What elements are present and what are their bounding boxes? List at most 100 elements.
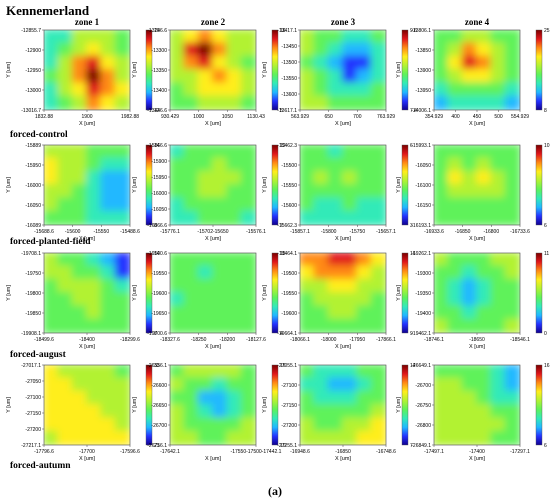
heatmap-cell <box>44 430 60 445</box>
y-tick-label: -15900 <box>151 159 167 165</box>
heatmap-panel <box>298 29 409 112</box>
heatmap-cell <box>461 278 478 294</box>
y-tick-label: -27150 <box>25 411 41 417</box>
heatmap-cell <box>313 404 330 420</box>
heatmap-cell <box>504 305 520 321</box>
heatmap-cell <box>197 184 214 200</box>
heatmap-cell <box>86 377 103 393</box>
heatmap-cell <box>197 305 214 321</box>
heatmap-cell <box>504 278 520 294</box>
y-tick-label: -19664.1 <box>277 331 297 337</box>
colorbar <box>535 364 543 446</box>
heatmap-cell <box>356 430 373 445</box>
heatmap-cell <box>476 265 493 281</box>
heatmap-cell <box>356 265 373 281</box>
heatmap-cell <box>490 157 507 173</box>
y-tick-label: -19300 <box>415 271 431 277</box>
heatmap-cell <box>71 377 88 393</box>
heatmap-cell <box>300 404 316 420</box>
colorbar <box>401 252 409 334</box>
heatmap-cell <box>370 95 386 110</box>
heatmap-cell <box>434 95 450 110</box>
heatmap-cell <box>71 390 88 406</box>
x-tick-label: -15600 <box>65 229 81 235</box>
heatmap-cell <box>240 365 256 380</box>
y-tick-label: -13000 <box>25 88 41 94</box>
colorbar-tick-label: 16 <box>280 363 286 369</box>
heatmap-cell <box>370 292 386 308</box>
y-axis-label: Y [um] <box>132 177 138 193</box>
heatmap-cell <box>356 210 373 225</box>
heatmap-cell <box>327 82 344 98</box>
y-tick-label: -13417.1 <box>277 28 297 34</box>
colorbar <box>271 29 279 111</box>
heatmap-cell <box>100 69 117 85</box>
heatmap-cell <box>313 145 330 160</box>
heatmap-cell <box>300 30 316 45</box>
y-tick-label: -19600 <box>151 291 167 297</box>
heatmap-cell <box>476 365 493 380</box>
y-tick-label: -12950 <box>25 68 41 74</box>
heatmap-cell <box>461 184 478 200</box>
x-tick-label: -16748.6 <box>376 449 396 455</box>
heatmap-cell <box>504 184 520 200</box>
y-tick-label: -13600 <box>281 92 297 98</box>
heatmap-cell <box>504 430 520 445</box>
heatmap-cell <box>71 292 88 308</box>
x-axis-label: X [um] <box>469 344 485 350</box>
heatmap-cell <box>86 210 103 225</box>
heatmap-cell <box>370 417 386 433</box>
colorbar-tick-label: 8 <box>154 331 157 337</box>
heatmap-cell <box>57 157 74 173</box>
heatmap-cell <box>226 430 243 445</box>
heatmap-cell <box>461 365 478 380</box>
heatmap-cell <box>490 42 507 58</box>
heatmap-cell <box>71 404 88 420</box>
heatmap-cell <box>356 95 373 110</box>
colorbar-tick-label: 6 <box>544 223 547 229</box>
heatmap-cell <box>197 42 214 58</box>
colorbar-tick-label: 21 <box>154 443 160 449</box>
y-tick-label: -19800 <box>25 291 41 297</box>
heatmap-cell <box>170 30 186 45</box>
y-tick-label: -19650 <box>151 311 167 317</box>
heatmap-cell <box>226 145 243 160</box>
heatmap-panel <box>168 29 279 112</box>
heatmap-cell <box>226 365 243 380</box>
y-tick-label: -27100 <box>25 395 41 401</box>
y-tick-label: -27050 <box>25 379 41 385</box>
heatmap-cell <box>447 265 464 281</box>
heatmap-cell <box>100 157 117 173</box>
heatmap-cell <box>461 430 478 445</box>
x-tick-label: -18546.1 <box>510 337 530 343</box>
heatmap-cell <box>170 95 186 110</box>
y-tick-label: -26650 <box>151 403 167 409</box>
heatmap-cell <box>476 430 493 445</box>
x-tick-label: -18250 <box>191 337 207 343</box>
heatmap-cell <box>342 197 359 213</box>
heatmap-cell <box>476 82 493 98</box>
heatmap-cell <box>476 145 493 160</box>
heatmap-cell <box>461 55 478 71</box>
x-axis-label: X [um] <box>205 236 221 242</box>
heatmap-cell <box>342 292 359 308</box>
heatmap-cell <box>300 69 316 85</box>
heatmap-cell <box>100 82 117 98</box>
heatmap-cell <box>370 69 386 85</box>
heatmap-cell <box>197 390 214 406</box>
heatmap-cell <box>197 157 214 173</box>
heatmap-cell <box>170 157 186 173</box>
heatmap-cell <box>197 377 214 393</box>
y-tick-label: -26700 <box>151 423 167 429</box>
x-tick-label: -18066.1 <box>290 337 310 343</box>
heatmap-cell <box>300 145 316 160</box>
heatmap-cell <box>342 365 359 380</box>
heatmap-cell <box>447 210 464 225</box>
row-label: forced-planted-field <box>10 237 91 247</box>
heatmap-cell <box>476 55 493 71</box>
heatmap-cell <box>476 390 493 406</box>
heatmap-cell <box>313 184 330 200</box>
x-axis-label: X [um] <box>469 236 485 242</box>
heatmap-cell <box>197 278 214 294</box>
heatmap-cell <box>370 42 386 58</box>
